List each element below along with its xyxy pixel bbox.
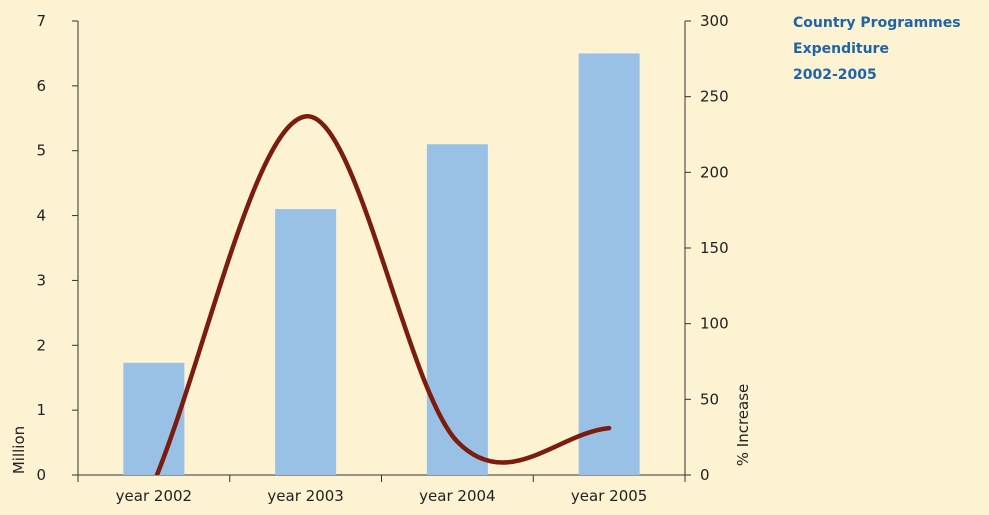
bar-series <box>123 53 640 476</box>
x-tick-label: year 2005 <box>571 487 647 505</box>
bar <box>275 209 337 476</box>
line-series <box>154 114 612 475</box>
right-y-axis: 0 50 100 150 200 250 300 <box>684 12 729 484</box>
bar <box>123 362 185 475</box>
left-y-axis: 0 1 2 3 4 5 6 7 <box>36 12 79 484</box>
left-tick-label: 2 <box>36 336 46 354</box>
left-tick-label: 6 <box>36 77 46 95</box>
chart-title-line-3: 2002-2005 <box>793 67 877 83</box>
right-tick-label: 100 <box>700 315 729 333</box>
left-tick-label: 1 <box>36 401 46 419</box>
left-tick-label: 4 <box>36 207 46 225</box>
left-tick-label: 5 <box>36 142 46 160</box>
right-tick-label: 50 <box>700 390 719 408</box>
right-tick-label: 300 <box>700 12 729 30</box>
x-tick-label: year 2002 <box>116 487 192 505</box>
left-tick-label: 7 <box>36 12 46 30</box>
chart-title-line-1: Country Programmes <box>793 15 961 31</box>
right-tick-label: 0 <box>700 466 710 484</box>
chart-title-line-2: Expenditure <box>793 41 889 57</box>
right-tick-label: 150 <box>700 239 729 257</box>
x-tick-label: year 2004 <box>419 487 495 505</box>
x-tick-label: year 2003 <box>267 487 343 505</box>
bar <box>426 144 488 475</box>
left-axis-title: Million <box>10 426 28 474</box>
x-axis: year 2002 year 2003 year 2004 year 2005 <box>77 474 686 505</box>
chart-title: Country Programmes Expenditure 2002-2005 <box>793 10 961 88</box>
right-tick-label: 250 <box>700 88 729 106</box>
right-tick-label: 200 <box>700 163 729 181</box>
left-tick-label: 3 <box>36 271 46 289</box>
line-path <box>154 114 612 475</box>
right-axis-title: % Increase <box>734 384 752 467</box>
bar <box>578 53 640 476</box>
left-tick-label: 0 <box>36 466 46 484</box>
